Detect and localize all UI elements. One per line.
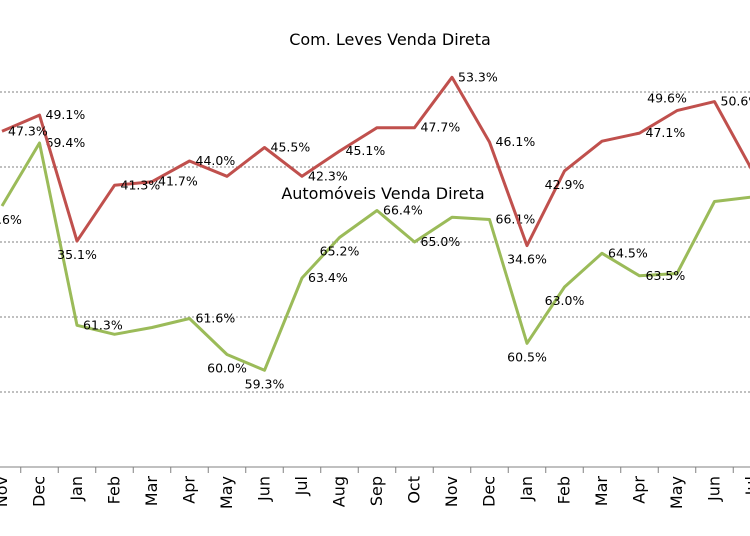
x-tick-label: Jan [517, 476, 536, 502]
x-tick-label: Feb [555, 476, 574, 504]
data-label: 44.0% [196, 153, 236, 168]
data-label: 60.0% [207, 361, 247, 376]
grid-lines [0, 91, 750, 393]
data-label: 63.0% [545, 293, 585, 308]
data-label: 63.4% [308, 270, 348, 285]
x-tick-label: Jan [67, 476, 86, 502]
x-axis-ticks [20, 467, 734, 473]
data-label: 66.4% [383, 203, 423, 218]
data-label: 42.3% [308, 168, 348, 183]
x-tick-label: Nov [0, 476, 11, 507]
x-tick-label: Mar [142, 476, 161, 507]
x-tick-label: Apr [630, 476, 649, 504]
data-label: 60.5% [507, 349, 547, 364]
data-label: 47.1% [646, 125, 686, 140]
data-label: 34.6% [507, 252, 547, 267]
chart-title-top: Com. Leves Venda Direta [289, 30, 491, 49]
series-line-com-leves [0, 141, 750, 372]
x-tick-label: Dec [480, 476, 499, 507]
x-tick-label: Aug [330, 476, 349, 507]
x-tick-label: Dec [30, 476, 49, 507]
data-label: 66.1% [496, 212, 536, 227]
data-label: 47.7% [421, 120, 461, 135]
data-label: 47.3% [8, 123, 48, 138]
data-label: 61.3% [83, 317, 123, 332]
data-label: 49.6% [647, 91, 687, 106]
data-label: 45.1% [346, 143, 386, 158]
x-tick-label: Jul [292, 476, 311, 496]
x-axis-labels: Nov Dec Jan Feb Mar Apr May Jun Jul Aug Sep Oct Nov D… [0, 476, 750, 510]
x-tick-label: Jul [742, 476, 750, 496]
data-label: 42.9% [545, 177, 585, 192]
data-label: 59.3% [245, 376, 285, 391]
data-label: 50.6% [721, 94, 750, 109]
x-tick-label: May [667, 476, 686, 509]
series-line-automoveis [1, 75, 750, 248]
data-label: 35.1% [57, 247, 97, 262]
x-tick-label: Mar [592, 476, 611, 507]
data-label: 41.7% [158, 174, 198, 189]
data-label: 61.6% [196, 311, 236, 326]
data-label: 41.3% [121, 177, 161, 192]
x-tick-label: Sep [367, 476, 386, 506]
data-label: 69.4% [46, 135, 86, 150]
data-label: 46.1% [496, 134, 536, 149]
data-label: 53.3% [458, 69, 498, 84]
series-group: 66.6% 69.4% 61.3% 61.6% 60.0%59.3% 63.4% 65.2%… [0, 69, 750, 391]
x-tick-label: Feb [105, 476, 124, 504]
data-label: 64.5% [608, 245, 648, 260]
x-tick-label: Jun [705, 476, 724, 502]
data-label: 49.1% [46, 107, 86, 122]
x-tick-label: Oct [405, 476, 424, 504]
data-label: 65.0% [421, 234, 461, 249]
data-label: 66.6% [0, 212, 22, 227]
x-tick-label: Apr [180, 476, 199, 504]
x-tick-label: Jun [255, 476, 274, 502]
data-label: 63.5% [646, 268, 686, 283]
data-label: 45.5% [271, 140, 311, 155]
chart-title-bottom: Automóveis Venda Direta [281, 184, 484, 203]
x-tick-label: Nov [442, 476, 461, 507]
x-tick-label: May [217, 476, 236, 509]
data-label: 65.2% [320, 244, 360, 259]
